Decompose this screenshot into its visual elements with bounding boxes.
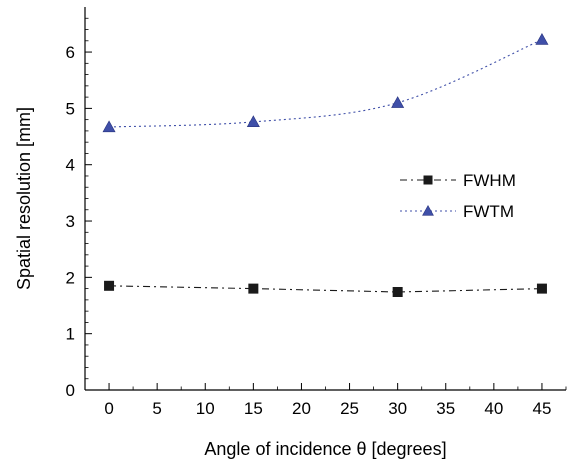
x-tick-label: 20 <box>292 399 311 418</box>
data-point-fwhm <box>536 283 547 294</box>
legend-item-fwhm: FWHM <box>400 171 516 190</box>
y-tick-label: 0 <box>66 381 75 400</box>
data-point-fwhm <box>104 280 115 291</box>
data-point-fwhm <box>248 283 259 294</box>
legend-label: FWHM <box>463 171 516 190</box>
x-tick-label: 30 <box>388 399 407 418</box>
x-tick-label: 25 <box>340 399 359 418</box>
y-axis: 0 1 2 3 4 5 6 <box>66 17 92 400</box>
y-axis-title: Spatial resolution [mm] <box>14 107 34 290</box>
legend-label: FWTM <box>463 202 514 221</box>
x-axis-title: Angle of incidence θ [degrees] <box>204 439 446 459</box>
x-tick-label: 45 <box>532 399 551 418</box>
y-tick-label: 3 <box>66 212 75 231</box>
data-point-fwtm <box>102 120 116 133</box>
series-layer <box>102 33 549 297</box>
x-tick-label: 5 <box>152 399 161 418</box>
data-point-fwhm <box>392 286 403 297</box>
series-line-fwtm <box>109 39 543 128</box>
y-tick-label: 1 <box>66 325 75 344</box>
legend: FWHM FWTM <box>400 171 516 221</box>
legend-marker <box>422 204 434 216</box>
y-tick-label: 6 <box>66 43 75 62</box>
legend-item-fwtm: FWTM <box>400 202 514 221</box>
x-tick-label: 0 <box>104 399 113 418</box>
x-tick-label: 40 <box>484 399 503 418</box>
legend-marker <box>423 175 433 185</box>
series-fwtm <box>102 33 549 133</box>
y-tick-label: 2 <box>66 268 75 287</box>
series-line-fwhm <box>109 285 542 293</box>
x-tick-label: 35 <box>436 399 455 418</box>
x-axis: 0 5 10 15 20 25 30 35 40 45 <box>84 383 567 418</box>
data-point-fwtm <box>391 96 405 108</box>
x-tick-label: 10 <box>196 399 215 418</box>
y-tick-label: 4 <box>66 156 75 175</box>
series-fwhm <box>104 280 547 297</box>
data-point-fwtm <box>535 33 549 45</box>
y-tick-label: 5 <box>66 99 75 118</box>
data-point-fwtm <box>246 115 260 127</box>
x-tick-label: 15 <box>244 399 263 418</box>
